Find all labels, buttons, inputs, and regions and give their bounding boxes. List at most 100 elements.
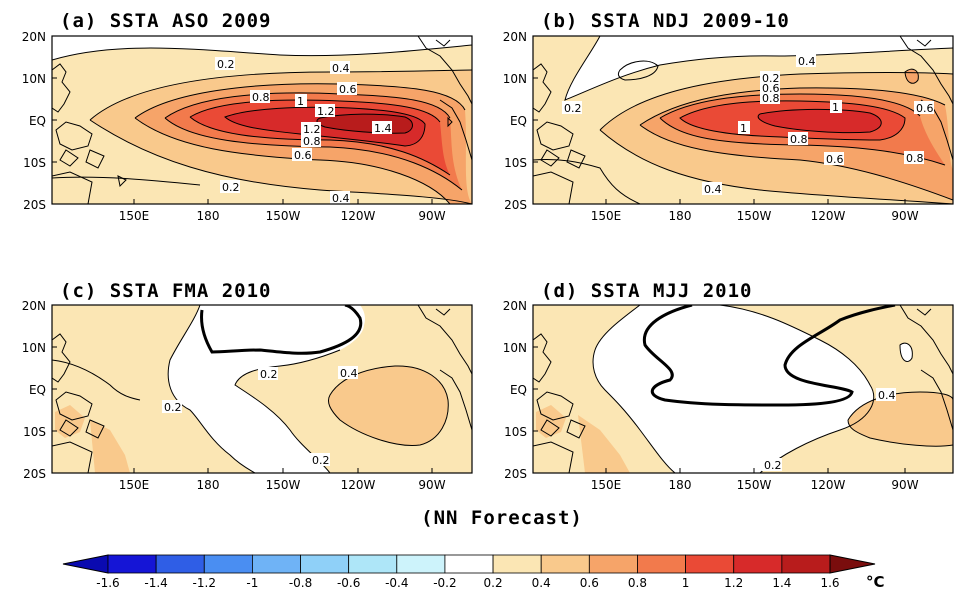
contour-label: 0.6 <box>339 83 357 96</box>
contour-label: 0.4 <box>798 55 816 68</box>
y-tick-label: 10N <box>503 341 527 355</box>
panel-d-coastlines <box>533 305 953 473</box>
x-tick-label: 90W <box>418 478 445 492</box>
colorbar-left-arrow <box>62 554 109 574</box>
panel-a-title: (a) SSTA ASO 2009 <box>60 10 271 32</box>
y-tick-label: 20S <box>504 198 527 212</box>
x-tick-label: 180 <box>669 209 692 223</box>
panel-d-title: (d) SSTA MJJ 2010 <box>541 280 752 302</box>
colorbar-tick-label: -0.6 <box>337 576 360 590</box>
x-tick-label: 90W <box>891 478 918 492</box>
colorbar-swatch <box>540 554 590 574</box>
contour-label: 0.2 <box>564 102 582 115</box>
contour-label: 1.4 <box>374 122 392 135</box>
x-tick-label: 150W <box>737 478 772 492</box>
contour-label: 0.4 <box>332 192 350 205</box>
x-tick-label: 180 <box>669 478 692 492</box>
colorbar-swatch <box>637 554 686 574</box>
panel-d-map: 0.4 0.2 <box>533 305 953 473</box>
y-tick-label: EQ <box>510 114 527 128</box>
contour-label: 0.6 <box>762 82 780 95</box>
y-tick-label: EQ <box>510 383 527 397</box>
panel-d-contour-label-boxes <box>762 388 896 471</box>
colorbar-swatch <box>348 554 398 574</box>
colorbar-tick-label: -1 <box>246 576 258 590</box>
panel-b-contour-labels: 0.4 0.2 0.6 0.8 0.2 1 1 0.6 0.8 0.6 0.8 … <box>564 55 934 196</box>
panel-b-contour-label-boxes <box>562 54 934 195</box>
panel-a-x-labels: 150E 180 150W 120W 90W <box>119 209 446 223</box>
colorbar-swatch <box>733 554 783 574</box>
contour-label: 0.4 <box>340 367 358 380</box>
contour-label: 1 <box>832 101 839 114</box>
colorbar-swatch <box>251 554 301 574</box>
contour-label: 1.2 <box>303 123 321 136</box>
colorbar-tick-label: 1.2 <box>724 576 743 590</box>
x-tick-label: 120W <box>341 209 376 223</box>
panel-a-y-labels: 20N 10N EQ 10S 20S <box>22 30 46 212</box>
x-tick-label: 120W <box>341 478 376 492</box>
contour-label: 0.6 <box>826 153 844 166</box>
contour-label: 0.2 <box>764 459 782 472</box>
panel-d-zero-contour <box>642 305 896 407</box>
contour-label: 0.6 <box>294 149 312 162</box>
panel-c-contour-label-boxes <box>162 366 358 466</box>
panel-b-coastlines <box>533 36 953 204</box>
panel-c-contours <box>52 305 449 473</box>
colorbar-tick-label: -0.8 <box>289 576 312 590</box>
panel-a-contour-labels: 0.2 0.4 0.6 0.8 1 1.2 1.2 0.8 0.6 0.2 0.… <box>217 58 392 205</box>
y-tick-label: 20N <box>22 299 46 313</box>
contour-label: 0.2 <box>222 181 240 194</box>
colorbar-swatch <box>444 554 494 574</box>
panel-a-map: 0.2 0.4 0.6 0.8 1 1.2 1.2 0.8 0.6 0.2 0.… <box>52 36 472 205</box>
contour-label: 0.2 <box>762 72 780 85</box>
panel-d-shade-0.4 <box>848 392 953 447</box>
panel-b-contours <box>533 36 953 204</box>
contour-label: 0.4 <box>704 183 722 196</box>
contour-label: 0.4 <box>878 389 896 402</box>
x-tick-label: 150E <box>119 478 150 492</box>
colorbar-tick-label: 1.4 <box>772 576 791 590</box>
y-tick-label: 10N <box>503 72 527 86</box>
panel-a: (a) SSTA ASO 2009 <box>22 10 473 223</box>
y-tick-label: 10S <box>23 156 46 170</box>
colorbar-tick-label: -1.6 <box>96 576 119 590</box>
x-tick-label: 150E <box>591 209 622 223</box>
panel-a-ticks <box>52 35 433 205</box>
panel-c: (c) SSTA FMA 2010 <box>22 280 473 492</box>
panel-c-shade-0.4 <box>328 365 449 446</box>
x-tick-label: 90W <box>891 209 918 223</box>
panel-b-y-labels: 20N 10N EQ 10S 20S <box>503 30 527 212</box>
x-tick-label: 120W <box>811 478 846 492</box>
x-tick-label: 150W <box>266 478 301 492</box>
panel-c-cool-lobe <box>200 305 365 354</box>
panel-b: (b) SSTA NDJ 2009-10 <box>503 10 954 223</box>
colorbar-tick-label: 0.4 <box>532 576 551 590</box>
contour-label: 0.2 <box>260 368 278 381</box>
contour-label: 1 <box>740 122 747 135</box>
contour-label: 0.2 <box>217 58 235 71</box>
x-tick-label: 150E <box>591 478 622 492</box>
colorbar-tick-label: -0.2 <box>433 576 456 590</box>
y-tick-label: 20S <box>23 467 46 481</box>
panel-d-warm-patch <box>536 405 566 438</box>
y-tick-label: 20N <box>503 30 527 44</box>
panel-b-title: (b) SSTA NDJ 2009-10 <box>541 10 790 32</box>
contour-label: 0.4 <box>332 62 350 75</box>
x-tick-label: 150W <box>737 209 772 223</box>
contour-label: 0.2 <box>164 401 182 414</box>
panel-c-y-labels: 20N 10N EQ 10S 20S <box>22 299 46 481</box>
panel-d-x-labels: 150E 180 150W 120W 90W <box>591 478 919 492</box>
x-tick-label: 90W <box>418 209 445 223</box>
panel-b-map: 0.4 0.2 0.6 0.8 0.2 1 1 0.6 0.8 0.6 0.8 … <box>533 36 953 204</box>
y-tick-label: 20S <box>504 467 527 481</box>
panel-c-map: 0.2 0.4 0.2 0.2 <box>52 305 472 473</box>
panel-c-coastlines <box>52 305 472 473</box>
panel-c-title: (c) SSTA FMA 2010 <box>60 280 271 302</box>
x-tick-label: 150E <box>119 209 150 223</box>
colorbar-swatch <box>588 554 638 574</box>
colorbar-right-arrow <box>829 554 876 574</box>
x-tick-label: 120W <box>811 209 846 223</box>
colorbar-swatch <box>300 554 350 574</box>
colorbar-tick-label: -1.4 <box>144 576 167 590</box>
contour-label: 0.8 <box>762 92 780 105</box>
